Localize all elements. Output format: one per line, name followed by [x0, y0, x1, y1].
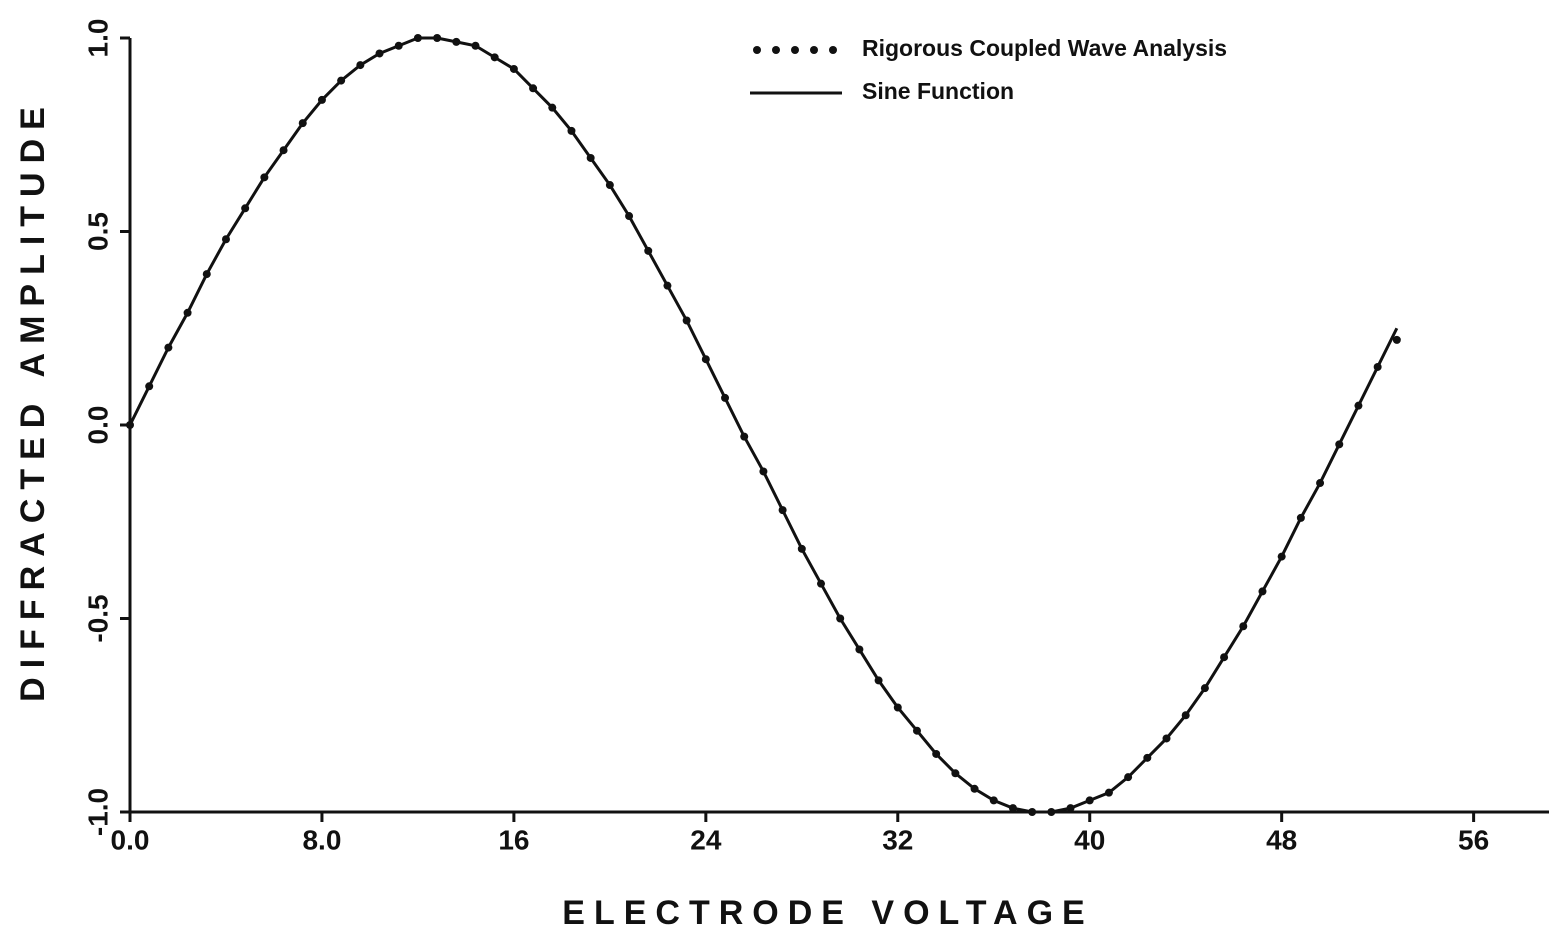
- x-tick-label: 8.0: [302, 824, 341, 855]
- y-tick-label: 0.0: [82, 406, 113, 445]
- y-tick-label: -0.5: [82, 594, 113, 642]
- x-tick-label: 24: [690, 824, 722, 855]
- legend-swatch: [772, 46, 780, 54]
- data-dot: [1392, 335, 1401, 344]
- x-tick-label: 16: [498, 824, 529, 855]
- legend-swatch: [753, 46, 761, 54]
- x-tick-label: 0.0: [111, 824, 150, 855]
- y-tick-label: -1.0: [82, 788, 113, 836]
- y-tick-label: 0.5: [82, 212, 113, 251]
- legend-swatch: [829, 46, 837, 54]
- x-tick-label: 32: [882, 824, 913, 855]
- legend-swatch: [810, 46, 818, 54]
- legend-label: Sine Function: [862, 78, 1014, 104]
- x-tick-label: 56: [1458, 824, 1489, 855]
- legend-swatch: [791, 46, 799, 54]
- y-axis-label: DIFFRACTED AMPLITUDE: [14, 98, 52, 702]
- x-axis-label: ELECTRODE VOLTAGE: [562, 894, 1093, 932]
- data-line: [128, 36, 1399, 814]
- x-tick-label: 40: [1074, 824, 1105, 855]
- x-tick-label: 48: [1266, 824, 1297, 855]
- legend-label: Rigorous Coupled Wave Analysis: [862, 35, 1227, 61]
- y-tick-label: 1.0: [82, 19, 113, 58]
